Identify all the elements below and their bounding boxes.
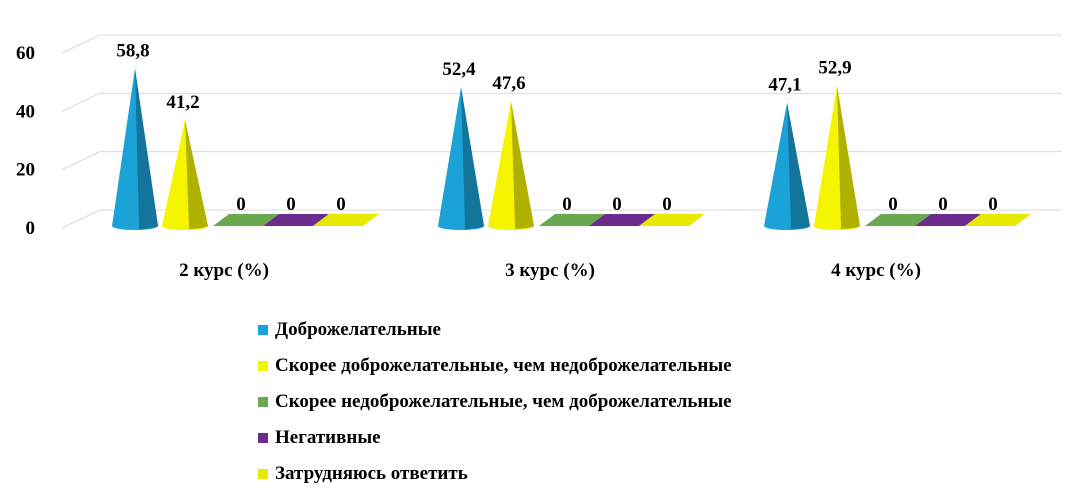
legend-swatch (258, 397, 268, 407)
category-label: 3 курс (%) (505, 260, 595, 281)
data-label: 0 (938, 194, 948, 215)
y-tick-label: 0 (26, 218, 36, 239)
legend-swatch (258, 325, 268, 335)
legend-item: Затрудняюсь ответить (258, 456, 958, 492)
legend-label: Затрудняюсь ответить (275, 463, 468, 484)
grid-lines (61, 34, 1062, 229)
data-marks (112, 68, 1031, 231)
gridline (61, 92, 1062, 112)
flat-mark (263, 214, 329, 226)
y-tick-label: 60 (16, 43, 35, 64)
data-label: 0 (286, 194, 296, 215)
flat-mark (589, 214, 655, 226)
data-label: 41,2 (166, 92, 199, 113)
cone-shade (511, 101, 534, 229)
data-label: 0 (988, 194, 998, 215)
data-labels: 58,8 41,2 0 0 0 52,4 47,6 0 0 0 47,1 52,9 0 0 0 (116, 41, 997, 216)
legend-item: Скорее недоброжелательные, чем доброжела… (258, 384, 958, 420)
flat-mark (539, 214, 605, 226)
cone-shade (837, 85, 860, 229)
legend-item: Доброжелательные (258, 312, 958, 348)
y-axis-ticks: 0 20 40 60 (16, 43, 35, 239)
data-label: 52,9 (818, 58, 851, 79)
gridline (61, 209, 1062, 229)
category-label: 4 курс (%) (831, 260, 921, 281)
flat-mark (313, 214, 379, 226)
cone-shade (185, 119, 208, 229)
data-label: 47,1 (768, 75, 801, 96)
legend-label: Скорее недоброжелательные, чем доброжела… (275, 391, 732, 412)
flat-mark (213, 214, 279, 226)
legend-label: Скорее доброжелательные, чем недоброжела… (275, 355, 732, 376)
legend: Доброжелательные Скорее доброжелательные,… (258, 312, 958, 492)
data-label: 0 (336, 194, 346, 215)
gridline (61, 151, 1062, 171)
data-label: 58,8 (116, 41, 149, 62)
data-label: 0 (662, 194, 672, 215)
gridline (61, 34, 1062, 54)
legend-item: Скорее доброжелательные, чем недоброжела… (258, 348, 958, 384)
legend-item: Негативные (258, 420, 958, 456)
flat-mark (915, 214, 981, 226)
legend-swatch (258, 361, 268, 371)
y-tick-label: 40 (16, 101, 35, 122)
flat-mark (965, 214, 1031, 226)
data-label: 47,6 (492, 73, 525, 94)
category-label: 2 курс (%) (179, 260, 269, 281)
category-labels: 2 курс (%) 3 курс (%) 4 курс (%) (179, 260, 921, 281)
cone-shade (461, 87, 484, 230)
cone-shade (787, 102, 810, 229)
flat-mark (639, 214, 705, 226)
flat-mark (865, 214, 931, 226)
data-label: 0 (562, 194, 572, 215)
data-label: 52,4 (442, 59, 476, 80)
legend-label: Доброжелательные (275, 319, 441, 340)
y-tick-label: 20 (16, 160, 35, 181)
data-label: 0 (612, 194, 622, 215)
legend-swatch (258, 469, 268, 479)
legend-swatch (258, 433, 268, 443)
legend-label: Негативные (275, 427, 381, 448)
data-label: 0 (888, 194, 898, 215)
cone-shade (135, 68, 158, 229)
data-label: 0 (236, 194, 246, 215)
